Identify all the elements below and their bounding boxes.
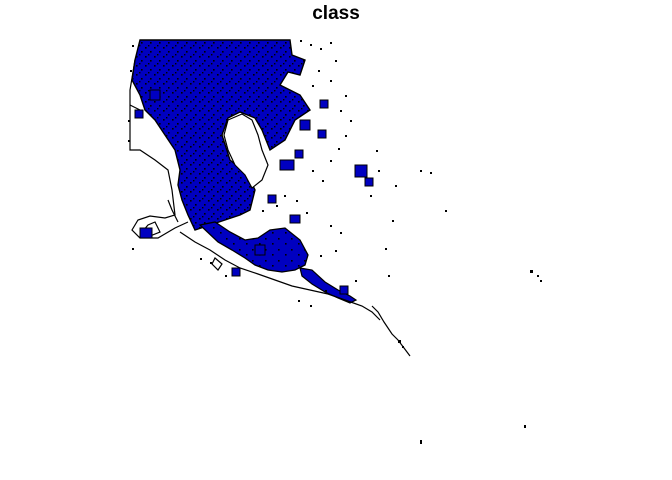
scattered-pixels [128,40,542,444]
plot-title: class [312,3,360,24]
class-region-south [198,221,309,273]
class-region-north [131,39,311,231]
class-patches [134,89,374,295]
interior-lake [223,113,269,189]
